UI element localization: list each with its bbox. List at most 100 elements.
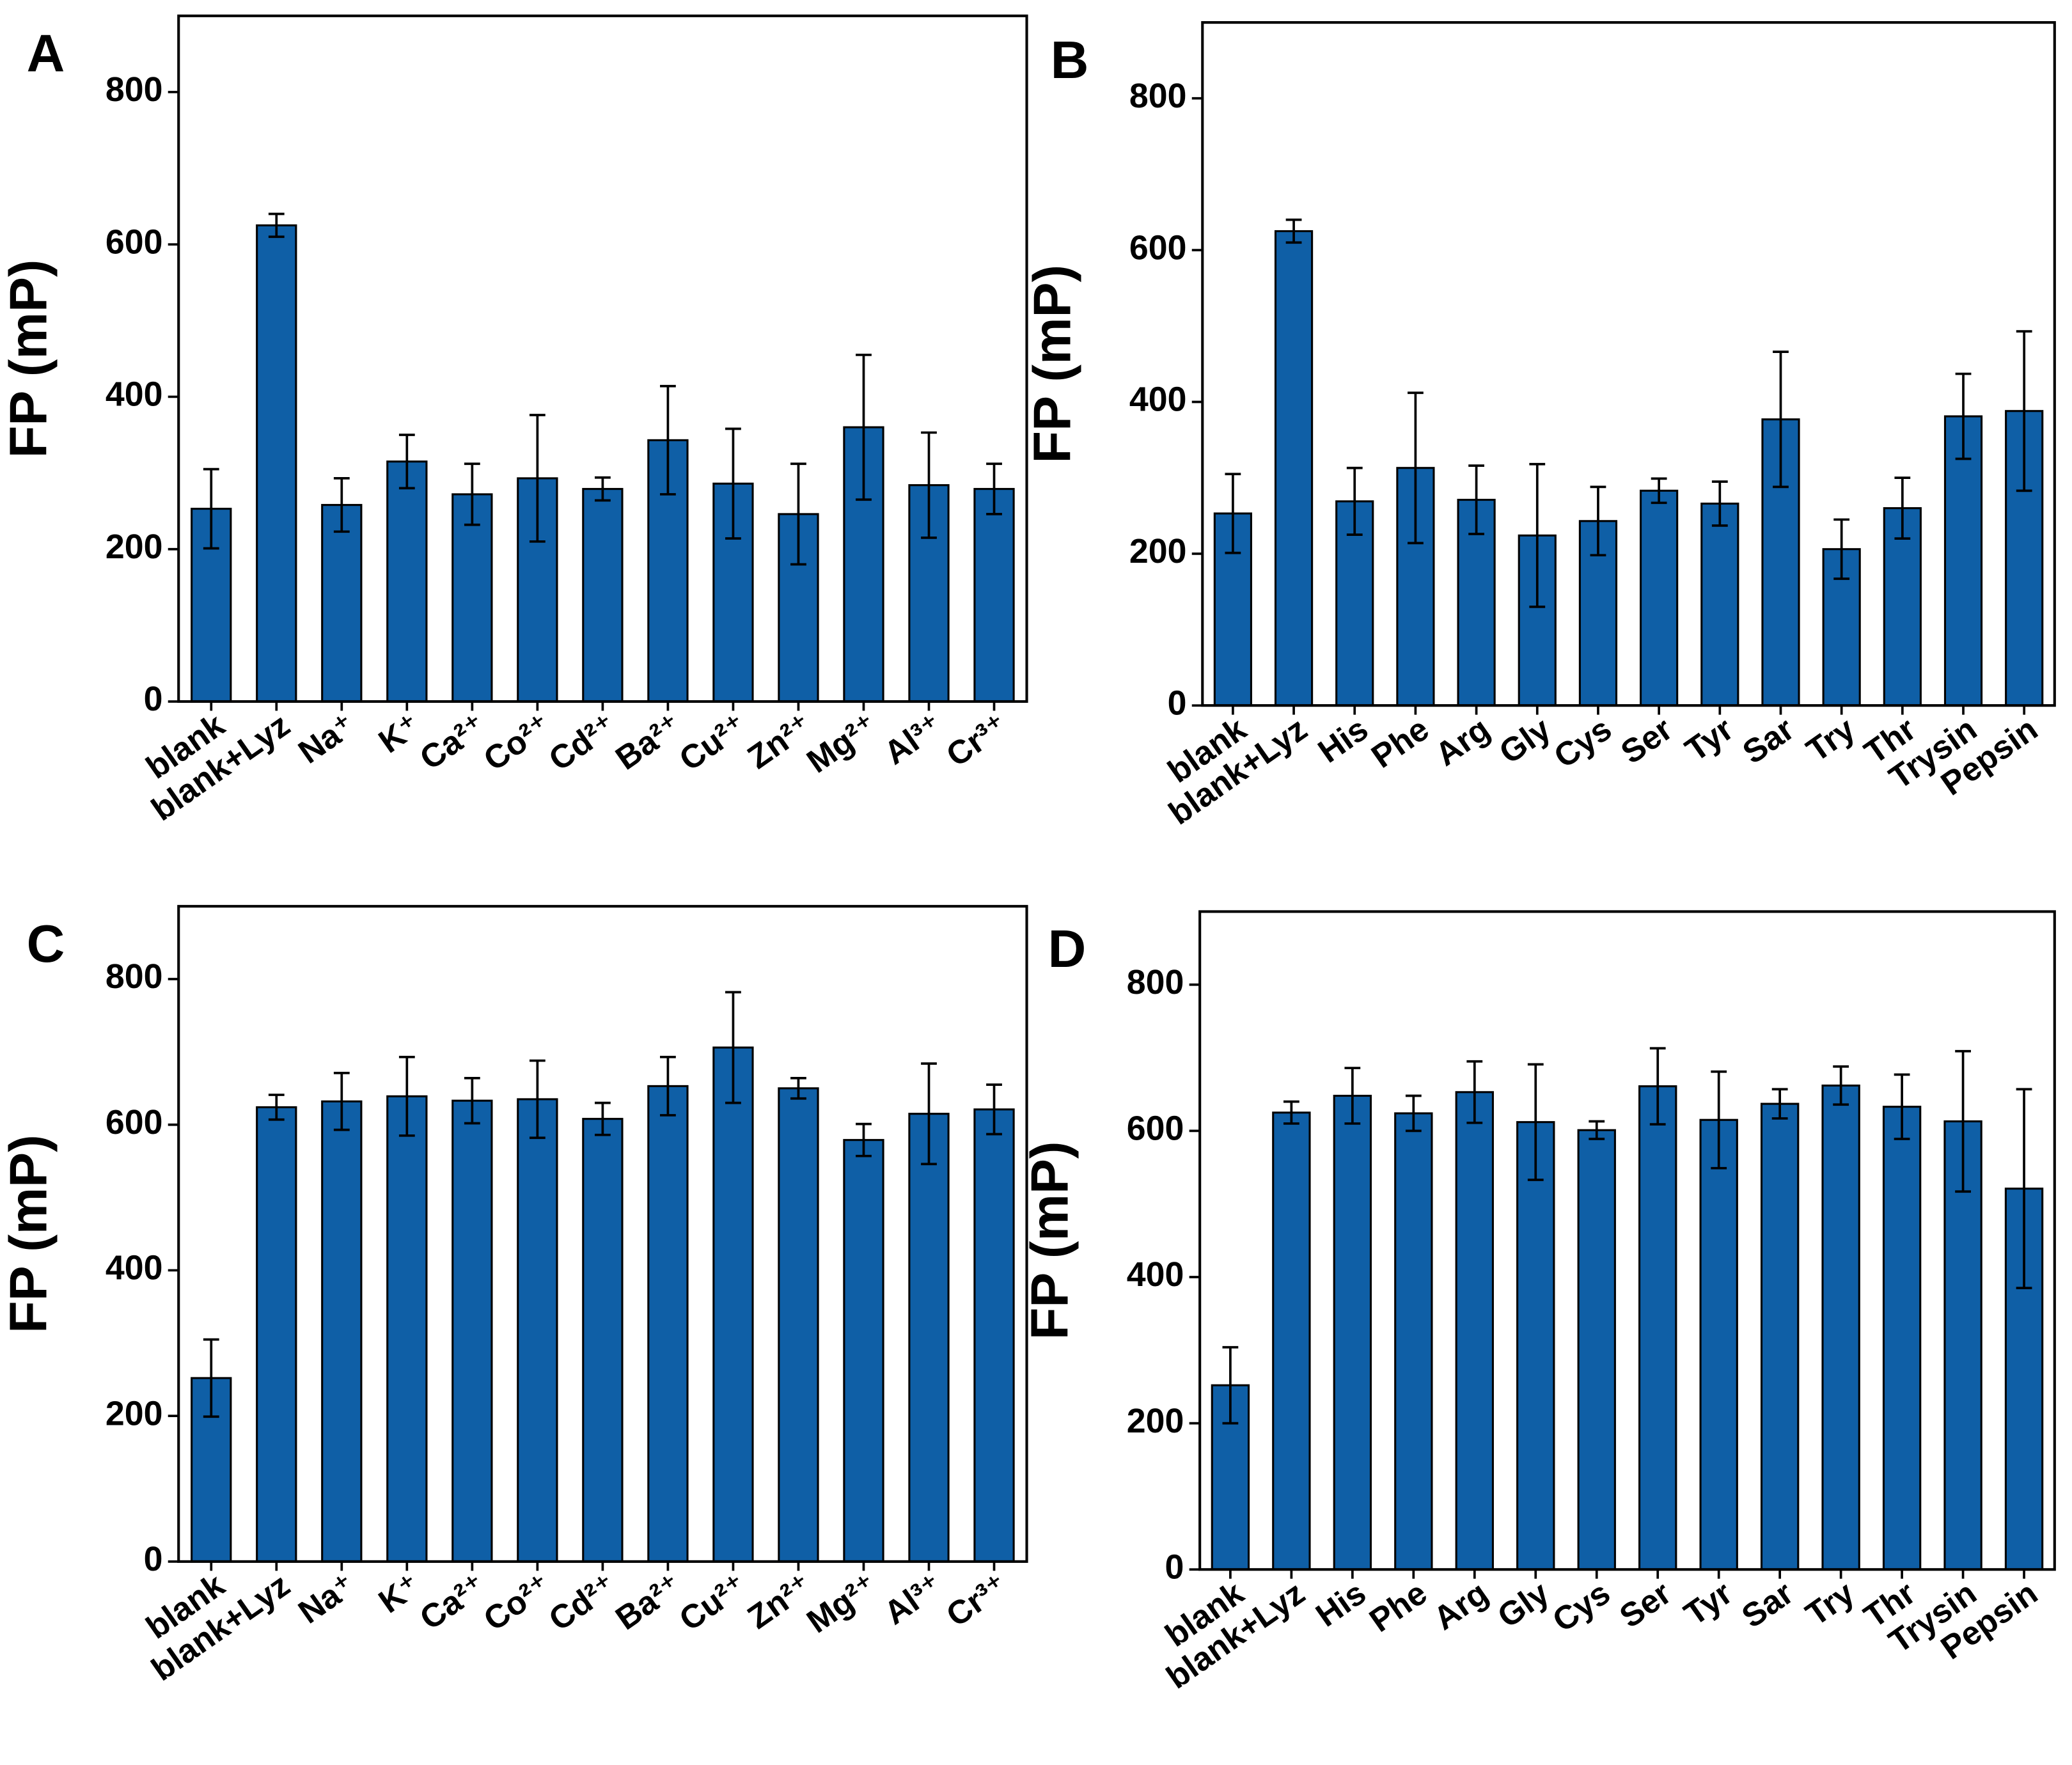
bar xyxy=(386,1095,428,1563)
x-tick-label: Al³⁺ xyxy=(877,1566,949,1632)
error-bar xyxy=(464,462,480,526)
x-tick-label: His xyxy=(1309,1574,1372,1634)
error-bar xyxy=(1773,350,1789,489)
x-tick-label: Gly xyxy=(1491,1574,1556,1635)
x-tick-label: Try xyxy=(1799,1574,1861,1633)
bar xyxy=(386,460,428,703)
bar xyxy=(256,1106,297,1563)
error-bar xyxy=(1529,462,1546,608)
error-bar xyxy=(1346,466,1363,537)
y-tick-label: 200 xyxy=(106,1394,163,1432)
error-bar xyxy=(1833,518,1850,580)
y-axis-title: FP (mP) xyxy=(0,1134,58,1333)
plot-frame xyxy=(177,905,1028,1563)
error-bar xyxy=(1894,476,1911,540)
bar xyxy=(973,488,1015,703)
bar xyxy=(1943,1120,1982,1571)
x-tick-label: Ser xyxy=(1613,1574,1677,1635)
y-tick-label: 400 xyxy=(106,375,163,414)
error-bar xyxy=(1955,372,1972,460)
error-bar xyxy=(660,384,676,496)
y-tick-label: 600 xyxy=(106,223,163,261)
bar xyxy=(256,224,297,703)
x-tick-label: Phe xyxy=(1363,1574,1434,1639)
x-tick-label: Arg xyxy=(1427,1574,1495,1637)
x-tick-label: Arg xyxy=(1429,710,1496,773)
bar xyxy=(1882,1106,1922,1571)
x-tick-label: Cr³⁺ xyxy=(939,1566,1014,1634)
bar xyxy=(1699,1118,1738,1571)
x-tick-label: Ca²⁺ xyxy=(413,1566,492,1637)
error-bar xyxy=(595,476,611,502)
x-tick-label: Mg²⁺ xyxy=(800,706,884,780)
x-tick-label: Cys xyxy=(1547,710,1618,775)
y-tick-label: 800 xyxy=(1129,77,1187,115)
y-tick-label: 600 xyxy=(1127,1110,1184,1148)
error-bar xyxy=(921,1062,937,1166)
bar xyxy=(582,488,624,703)
error-bar xyxy=(268,212,285,239)
x-tick-label: Sar xyxy=(1735,1574,1800,1635)
bar xyxy=(778,1087,819,1563)
x-tick-label: Cr³⁺ xyxy=(939,706,1014,774)
x-tick-label: Co²⁺ xyxy=(476,706,557,778)
plot-frame xyxy=(1201,21,2056,707)
error-bar xyxy=(1405,1094,1422,1133)
bar xyxy=(1577,1129,1616,1571)
x-tick-label: Na⁺ xyxy=(292,706,362,771)
x-tick-label: Gly xyxy=(1492,710,1557,771)
error-bar xyxy=(1527,1063,1544,1181)
x-tick-label: Na⁺ xyxy=(292,1566,362,1631)
error-bar xyxy=(398,1056,415,1137)
x-tick-label: Sar xyxy=(1736,710,1800,771)
error-bar xyxy=(1222,1345,1239,1425)
y-tick-label: 800 xyxy=(106,957,163,996)
x-tick-label: Cd²⁺ xyxy=(542,1566,622,1638)
error-bar xyxy=(1590,485,1606,557)
plot-frame xyxy=(1198,910,2056,1571)
bar xyxy=(1700,502,1739,707)
y-tick-label: 0 xyxy=(1165,1548,1184,1586)
error-bar xyxy=(1283,1100,1299,1125)
panel-label: D xyxy=(1048,919,1087,978)
error-bar xyxy=(1589,1120,1605,1140)
error-bar xyxy=(1833,1065,1849,1106)
y-tick-label: 600 xyxy=(106,1103,163,1141)
x-tick-label: Cu²⁺ xyxy=(672,1566,753,1638)
y-tick-label: 0 xyxy=(144,1540,163,1578)
bar xyxy=(1274,230,1314,707)
error-bar xyxy=(529,414,545,543)
x-tick-label: Phe xyxy=(1365,710,1436,775)
error-bar xyxy=(2016,330,2032,492)
x-tick-label: His xyxy=(1311,710,1374,770)
y-tick-label: 800 xyxy=(1127,963,1184,1001)
error-bar xyxy=(529,1059,545,1140)
y-tick-label: 200 xyxy=(1129,532,1187,570)
x-tick-label: Ba²⁺ xyxy=(609,1566,688,1637)
bar xyxy=(321,1100,363,1563)
bar xyxy=(1638,1085,1677,1571)
bar xyxy=(1455,1091,1494,1571)
error-bar xyxy=(268,1094,285,1121)
error-bar xyxy=(921,431,937,539)
y-tick-label: 400 xyxy=(1129,380,1187,419)
y-axis-title: FP (mP) xyxy=(0,260,58,459)
y-tick-label: 400 xyxy=(106,1249,163,1287)
error-bar xyxy=(856,1122,872,1157)
bar xyxy=(1333,1094,1372,1571)
bar xyxy=(647,1085,689,1563)
plot-frame xyxy=(177,14,1028,703)
error-bar xyxy=(1955,1049,1971,1193)
error-bar xyxy=(1771,1088,1788,1120)
error-bar xyxy=(986,462,1002,515)
panel-label: C xyxy=(27,914,65,973)
error-bar xyxy=(1649,1047,1666,1126)
error-bar xyxy=(790,1077,806,1100)
y-tick-label: 200 xyxy=(1127,1402,1184,1440)
x-tick-label: Mg²⁺ xyxy=(800,1566,884,1640)
error-bar xyxy=(333,477,350,533)
error-bar xyxy=(1651,477,1667,505)
y-tick-label: 600 xyxy=(1129,228,1187,267)
